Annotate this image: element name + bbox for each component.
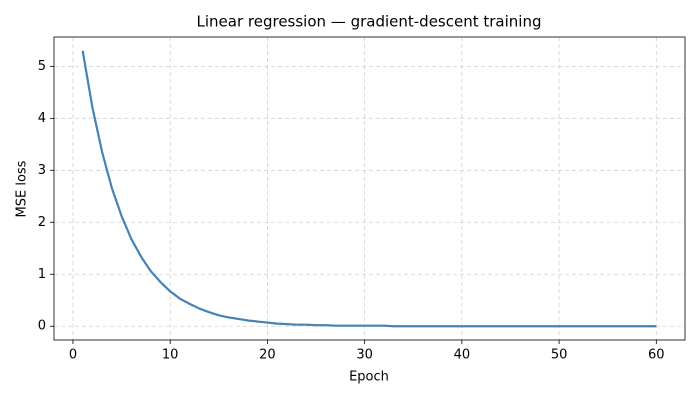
y-tick-label: 2 (38, 215, 46, 230)
y-tick-label: 3 (38, 163, 46, 178)
x-tick-label: 50 (551, 348, 568, 363)
y-axis-label: MSE loss (15, 160, 30, 217)
plot-frame (53, 36, 686, 341)
y-tick-label: 4 (38, 111, 46, 126)
x-tick-label: 20 (259, 348, 276, 363)
x-tick-label: 40 (454, 348, 471, 363)
x-tick-label: 60 (648, 348, 665, 363)
x-tick-label: 10 (162, 348, 179, 363)
x-tick-label: 30 (356, 348, 373, 363)
x-axis-label: Epoch (349, 370, 389, 385)
x-tick-label: 0 (69, 348, 77, 363)
chart-title: Linear regression — gradient-descent tra… (197, 13, 542, 31)
y-tick-label: 0 (38, 319, 46, 334)
y-tick-label: 1 (38, 267, 46, 282)
loss-line (81, 50, 657, 328)
y-tick-label: 5 (38, 59, 46, 74)
